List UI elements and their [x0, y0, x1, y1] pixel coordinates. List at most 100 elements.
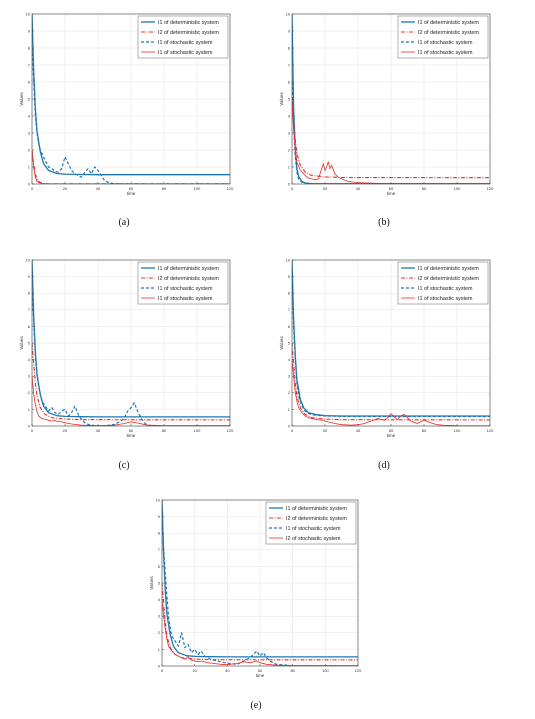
x-axis-label: time	[127, 433, 136, 438]
y-tick-label: 4	[28, 113, 31, 118]
y-tick-label: 1	[288, 164, 291, 169]
y-tick-label: 4	[158, 597, 161, 602]
x-tick-label: 120	[227, 428, 234, 433]
y-tick-label: 1	[158, 647, 161, 652]
x-tick-label: 80	[290, 668, 295, 673]
y-tick-label: 8	[288, 45, 291, 50]
y-tick-label: 7	[158, 547, 161, 552]
y-axis-label: Values	[279, 92, 284, 106]
y-tick-label: 5	[158, 580, 161, 585]
x-axis-label: time	[256, 673, 265, 678]
y-tick-label: 6	[28, 79, 31, 84]
legend-box	[137, 15, 229, 59]
x-tick-label: 120	[227, 186, 234, 191]
x-tick-label: 40	[356, 428, 361, 433]
legend-entry: I1 of stochastic system	[418, 50, 473, 56]
y-tick-label: 2	[28, 390, 31, 395]
series-line-2	[292, 342, 490, 421]
y-axis-label: Values	[19, 336, 24, 350]
x-axis-label: time	[387, 433, 396, 438]
series-line-2	[32, 342, 230, 421]
legend-entry: I2 of deterministic system	[158, 276, 219, 282]
y-tick-label: 3	[158, 614, 161, 619]
panel-a-label: (a)	[118, 217, 129, 228]
x-tick-label: 20	[323, 186, 328, 191]
series-group	[292, 260, 490, 426]
y-axis-label: Values	[149, 576, 154, 590]
x-tick-label: 120	[487, 428, 494, 433]
x-tick-label: 80	[422, 186, 427, 191]
x-tick-label: 60	[129, 186, 134, 191]
y-tick-label: 9	[28, 28, 31, 33]
legend: I1 of deterministic system I2 of determin…	[397, 15, 489, 59]
legend-entry: I1 of stochastic system	[158, 286, 213, 292]
x-tick-label: 100	[194, 428, 201, 433]
y-tick-label: 7	[28, 307, 31, 312]
y-tick-label: 6	[158, 564, 161, 569]
x-tick-label: 60	[129, 428, 134, 433]
legend-entry: I2 of stochastic system	[286, 536, 341, 542]
panel-a: 0 20 40 60 80 100 120 0 1 2 3 4 5 6 7 8 9 10 time Values I1 …	[19, 11, 234, 196]
legend-entry: I1 of deterministic system	[418, 266, 479, 272]
y-tick-label: 3	[28, 130, 31, 135]
legend-entry: I1 of stochastic system	[158, 296, 213, 302]
series-line-2	[292, 98, 490, 179]
y-tick-label: 10	[26, 257, 31, 262]
series-line-1	[162, 500, 358, 658]
series-line-4	[292, 98, 490, 184]
y-tick-label: 4	[288, 113, 291, 118]
x-tick-label: 120	[355, 668, 362, 673]
x-tick-label: 40	[96, 186, 101, 191]
y-tick-label: 8	[28, 291, 31, 296]
y-tick-label: 10	[26, 11, 31, 16]
legend-entry: I1 of stochastic system	[418, 296, 473, 302]
series-line-3	[292, 276, 490, 418]
y-tick-label: 0	[28, 181, 31, 186]
y-tick-label: 1	[288, 407, 291, 412]
y-tick-label: 9	[288, 28, 291, 33]
y-tick-label: 0	[158, 663, 161, 668]
x-tick-label: 40	[356, 186, 361, 191]
x-tick-label: 0	[31, 186, 34, 191]
panel-d-label: (d)	[378, 460, 390, 471]
y-tick-label: 10	[156, 497, 161, 502]
legend-entry: I1 of stochastic system	[158, 40, 213, 46]
y-tick-label: 5	[28, 340, 31, 345]
legend-entry: I2 of deterministic system	[418, 30, 479, 36]
x-tick-label: 60	[258, 668, 263, 673]
y-tick-label: 1	[28, 164, 31, 169]
series-line-1	[32, 14, 230, 176]
x-tick-label: 0	[161, 668, 164, 673]
y-tick-label: 3	[288, 374, 291, 379]
legend-entry: I1 of stochastic system	[158, 50, 213, 56]
panel-c-label: (c)	[118, 460, 129, 471]
x-tick-label: 100	[454, 428, 461, 433]
y-tick-label: 10	[286, 257, 291, 262]
series-line-4	[32, 376, 230, 426]
y-tick-label: 4	[28, 357, 31, 362]
x-tick-label: 20	[63, 186, 68, 191]
x-axis-label: time	[127, 191, 136, 196]
legend-box	[397, 261, 489, 305]
legend-box	[137, 261, 229, 305]
legend-entry: I1 of stochastic system	[418, 286, 473, 292]
x-tick-label: 80	[162, 186, 167, 191]
panel-e-label: (e)	[250, 700, 261, 711]
x-tick-label: 80	[422, 428, 427, 433]
y-tick-label: 9	[288, 274, 291, 279]
y-tick-label: 9	[28, 274, 31, 279]
x-axis-label: time	[387, 191, 396, 196]
y-tick-label: 2	[288, 390, 291, 395]
legend-box	[397, 15, 489, 59]
x-tick-label: 60	[389, 186, 394, 191]
legend-entry: I1 of deterministic system	[418, 20, 479, 26]
x-tick-label: 0	[31, 428, 34, 433]
series-line-2	[162, 582, 358, 661]
x-tick-label: 40	[96, 428, 101, 433]
series-line-4	[292, 359, 490, 426]
y-tick-label: 4	[288, 357, 291, 362]
legend-entry: I1 of stochastic system	[286, 526, 341, 532]
y-tick-label: 7	[28, 62, 31, 67]
x-tick-label: 100	[454, 186, 461, 191]
